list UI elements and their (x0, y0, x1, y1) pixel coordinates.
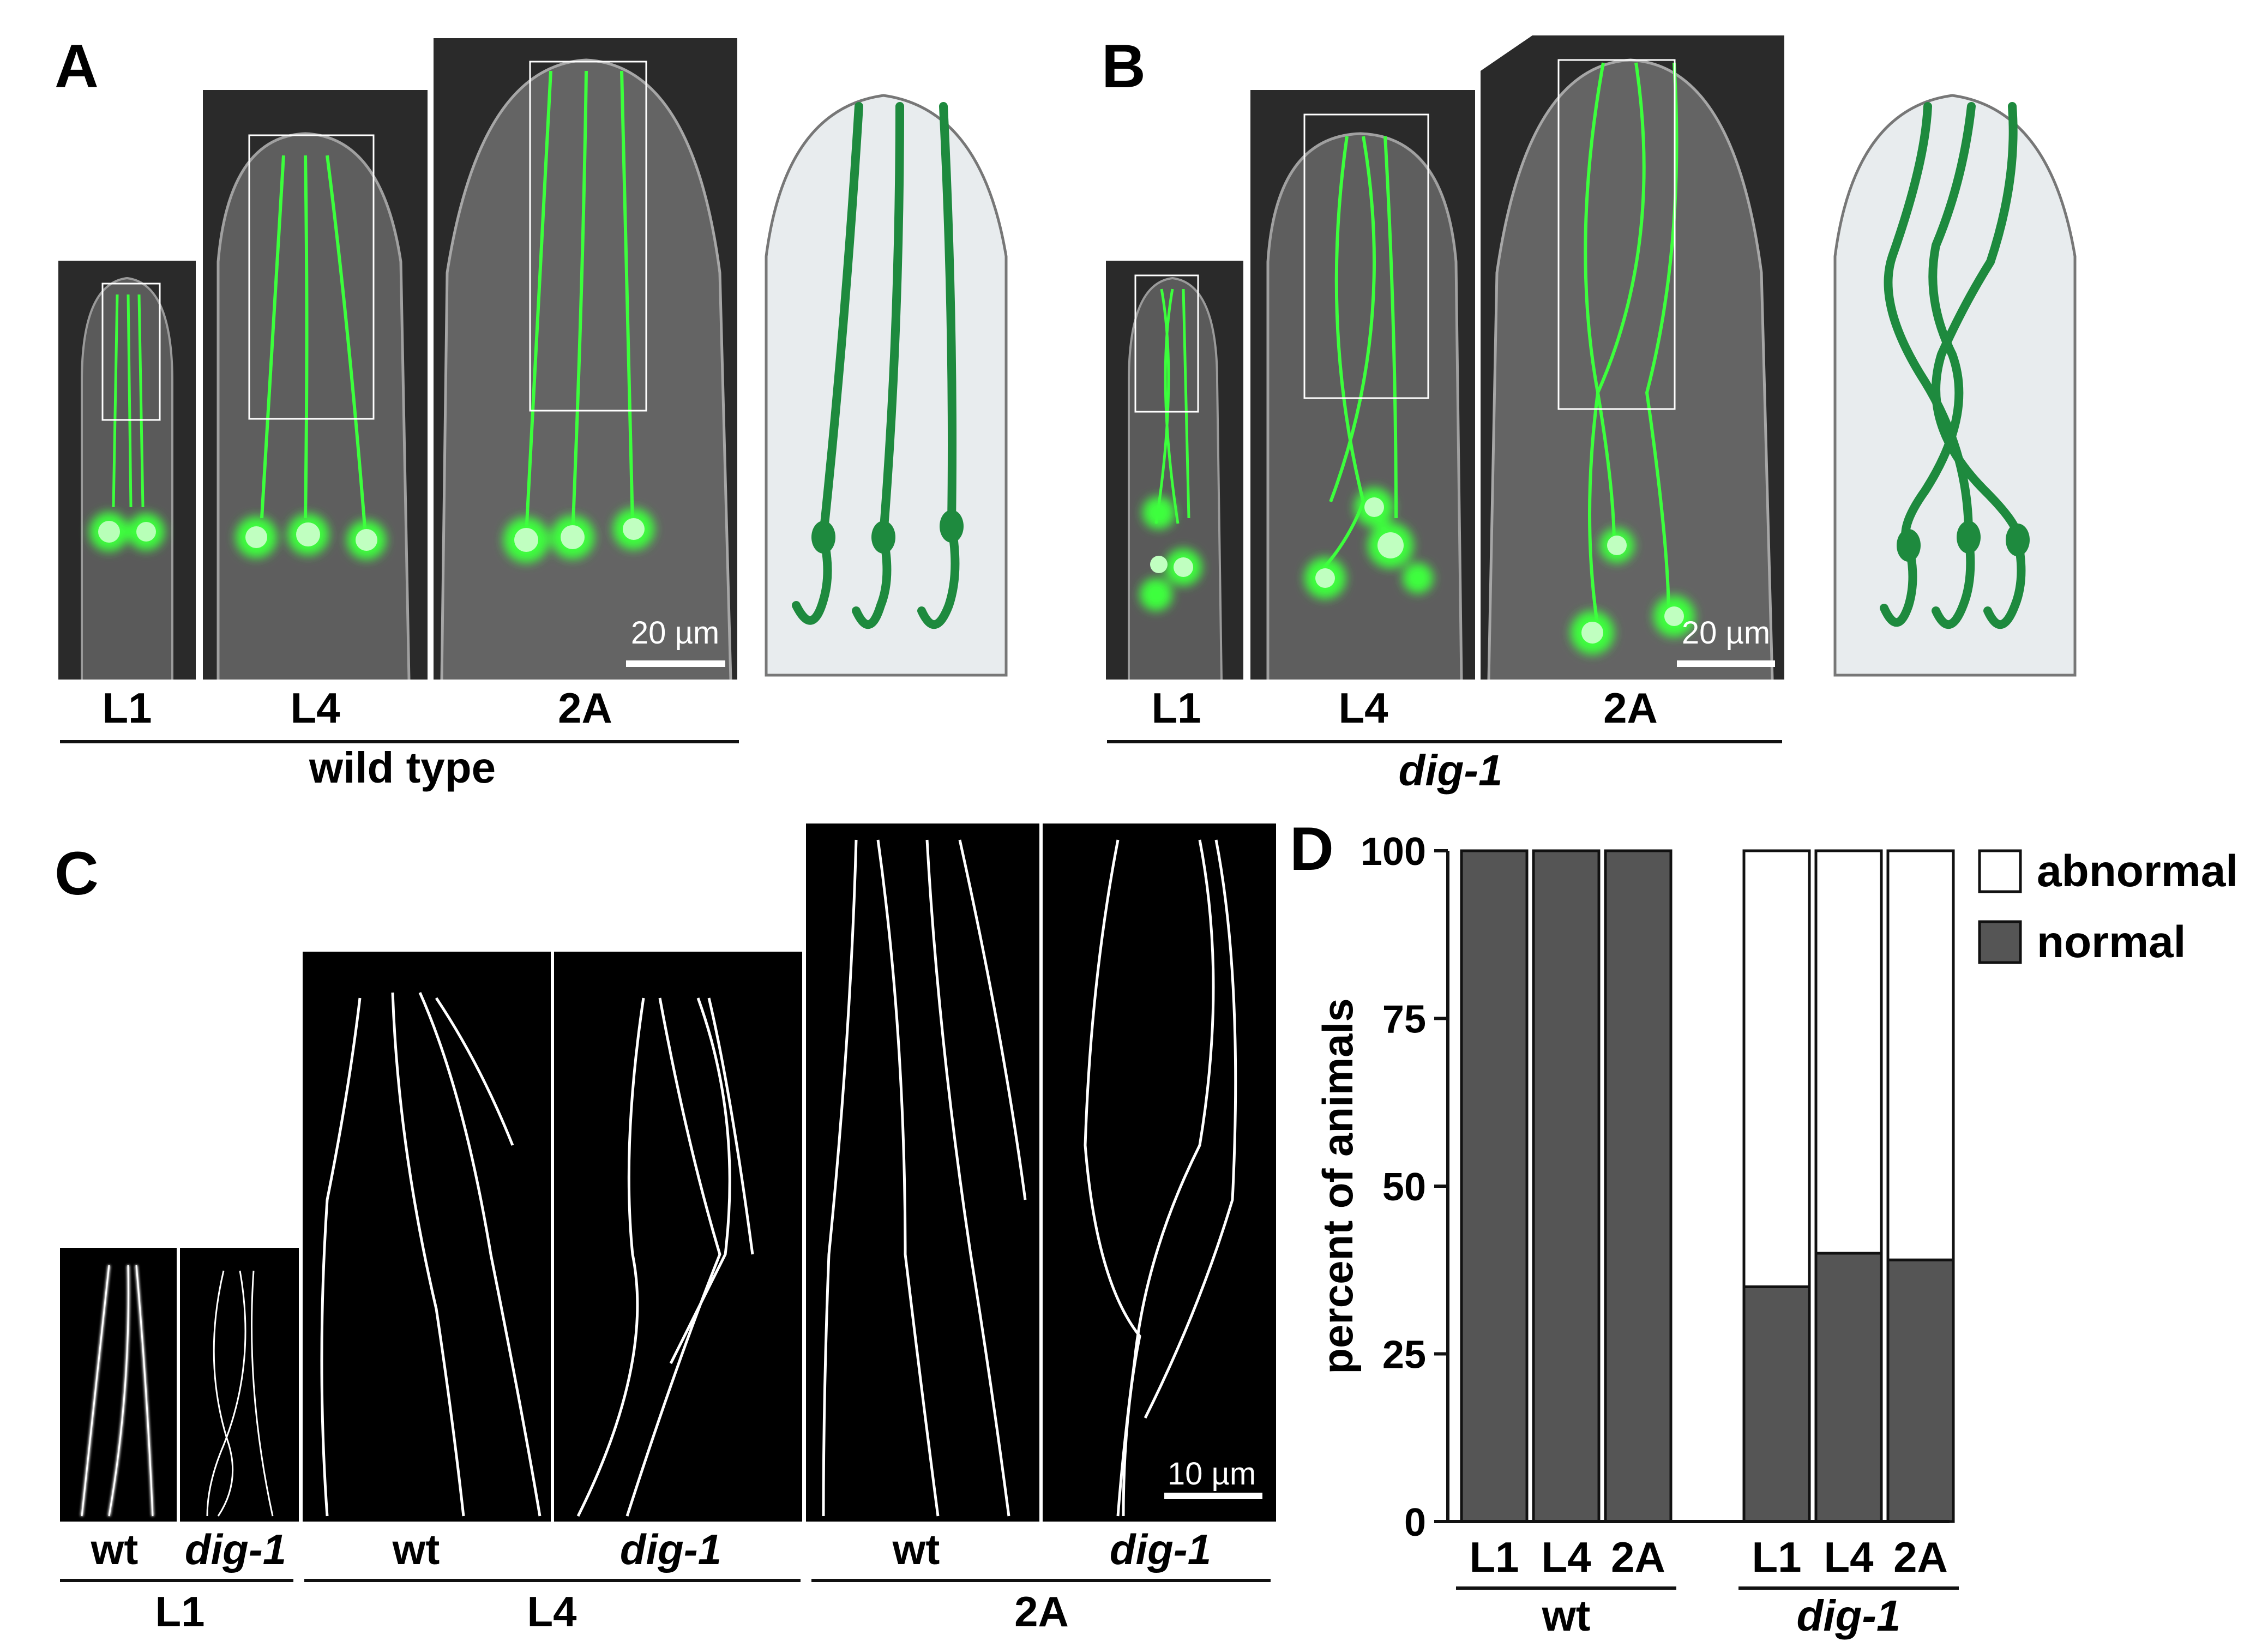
panel-b-l4-image (1250, 90, 1475, 680)
panel-a: A (55, 32, 1008, 792)
panel-a-scale-label: 20 µm (631, 615, 719, 651)
bar-normal (1742, 1285, 1811, 1523)
x-tick-label: L1 (1752, 1533, 1801, 1581)
panel-c-l1-dig1-image (180, 1248, 299, 1522)
panel-c-2a-dig1-image: 10 µm (1043, 823, 1276, 1522)
x-tick-label: 2A (1893, 1533, 1948, 1581)
bar-normal (1886, 1258, 1955, 1523)
panel-b-label-2a: 2A (1603, 684, 1658, 732)
x-tick-label: L4 (1541, 1533, 1591, 1581)
panel-d-letter: D (1290, 815, 1334, 883)
panel-b: B (1102, 32, 2077, 795)
panel-a-schematic (765, 94, 1008, 677)
y-axis-label: percent of animals (1314, 998, 1362, 1374)
bar-abnormal (1814, 849, 1883, 1255)
panel-b-genotype: dig-1 (1398, 746, 1502, 795)
panel-c-l4-wt-image (303, 952, 551, 1522)
panel-a-label-l4: L4 (290, 684, 340, 732)
panel-a-genotype: wild type (309, 743, 496, 792)
bar-abnormal (1886, 849, 1955, 1261)
panel-a-l1-image (58, 261, 196, 680)
group-label: dig-1 (1796, 1591, 1900, 1640)
panel-d: D L1 L4 2A L1 L4 2A 0 25 50 75 100 percent of anima… (1290, 815, 2238, 1640)
panel-b-schematic (1833, 94, 2077, 677)
y-tick-label: 0 (1404, 1501, 1426, 1544)
legend-swatch-normal (1978, 920, 2022, 964)
legend-label-abnormal: abnormal (2037, 846, 2238, 896)
panel-c-scale-label: 10 µm (1168, 1456, 1256, 1492)
x-tick-label: L4 (1824, 1533, 1873, 1581)
y-tick-label: 25 (1382, 1333, 1426, 1377)
panel-c-l4-wt-label: wt (392, 1525, 440, 1573)
panel-b-label-l1: L1 (1151, 684, 1201, 732)
panel-c-2a-dig1-label: dig-1 (1110, 1525, 1211, 1573)
x-tick-label: 2A (1611, 1533, 1665, 1581)
panel-c-2a-wt-image (806, 823, 1039, 1522)
panel-b-l1-image (1106, 261, 1243, 680)
y-tick-label: 100 (1361, 830, 1426, 874)
legend-label-normal: normal (2037, 917, 2186, 967)
panel-c-l1-dig1-label: dig-1 (185, 1525, 286, 1573)
y-tick-label: 75 (1382, 998, 1426, 1042)
panel-a-label-2a: 2A (558, 684, 612, 732)
panel-c-l4-dig1-image (554, 952, 802, 1522)
bar-normal (1604, 849, 1673, 1523)
panel-c: C (55, 823, 1276, 1636)
panel-c-l4-stage: L4 (527, 1588, 576, 1636)
panel-c-l1-wt-label: wt (91, 1525, 139, 1573)
bar-chart: L1 L4 2A L1 L4 2A 0 25 50 75 100 percent of animals… (1314, 830, 2238, 1640)
panel-a-letter: A (55, 32, 99, 100)
panel-a-l4-image (203, 90, 428, 680)
panel-c-l4-dig1-label: dig-1 (620, 1525, 721, 1573)
panel-c-2a-wt-label: wt (892, 1525, 940, 1573)
panel-c-letter: C (55, 839, 99, 907)
bar-abnormal (1742, 849, 1811, 1288)
panel-b-2a-image: 20 µm (1481, 35, 1784, 680)
panel-c-l1-stage: L1 (155, 1588, 204, 1636)
x-tick-label: L1 (1469, 1533, 1519, 1581)
panel-c-l1-wt-image (60, 1248, 177, 1522)
panel-a-2a-image: 20 µm (434, 38, 737, 680)
bar-normal (1814, 1252, 1883, 1523)
panel-c-2a-stage: 2A (1014, 1588, 1069, 1636)
panel-b-scale-label: 20 µm (1682, 615, 1770, 651)
panel-b-letter: B (1102, 32, 1146, 100)
panel-b-label-l4: L4 (1338, 684, 1388, 732)
bar-normal (1532, 849, 1601, 1523)
legend-swatch-abnormal (1978, 849, 2022, 893)
bar-normal (1460, 849, 1529, 1523)
panel-a-label-l1: L1 (102, 684, 152, 732)
group-label: wt (1542, 1591, 1591, 1640)
y-tick-label: 50 (1382, 1165, 1426, 1209)
